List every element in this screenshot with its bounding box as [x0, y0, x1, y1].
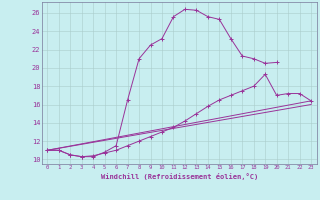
X-axis label: Windchill (Refroidissement éolien,°C): Windchill (Refroidissement éolien,°C) [100, 173, 258, 180]
